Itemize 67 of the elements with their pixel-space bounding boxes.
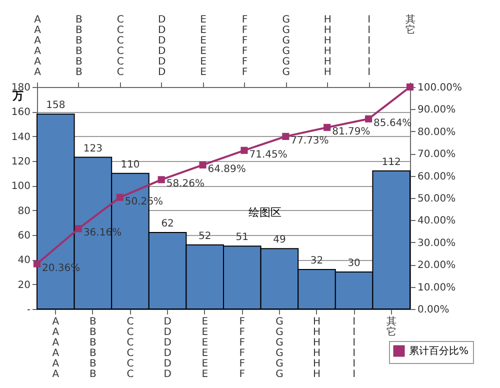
x-tick-label: BBBBBB: [76, 14, 83, 78]
data-label: 110: [120, 159, 140, 170]
data-label: 32: [310, 256, 324, 267]
category-label: FFFFFF: [239, 316, 246, 380]
point: [158, 176, 165, 184]
data-label: 71.45%: [249, 149, 288, 160]
y-axis-title: 万: [12, 90, 24, 102]
point: [324, 124, 331, 131]
data-label: 123: [83, 143, 102, 154]
data-label: 81.79%: [332, 126, 370, 138]
category-label: HHHHHH: [312, 316, 321, 380]
point: [74, 225, 82, 232]
x-tick-label: 其它: [406, 14, 416, 36]
y2-tick-label: 100.00%: [418, 82, 462, 94]
x-tick-label: CCCCCC: [116, 14, 124, 78]
y-tick-label: 140: [11, 132, 30, 143]
y2-tick-label: 80.00%: [418, 126, 456, 138]
x-tick-label: FFFFFF: [242, 14, 248, 78]
y-tick-label: 60: [18, 230, 30, 242]
point: [282, 132, 290, 140]
data-label: 52: [198, 230, 212, 242]
x-tick-label: GGGGGG: [282, 14, 290, 78]
data-label: 112: [382, 156, 401, 168]
data-label: 49: [273, 234, 286, 246]
category-label: BBBBBB: [90, 316, 96, 380]
point: [116, 194, 124, 201]
y-tick-label: 120: [11, 156, 30, 168]
category-label: DDDDDD: [164, 316, 172, 380]
data-label: 51: [236, 232, 249, 244]
category-label: GGGGGG: [276, 316, 284, 380]
y2-tick-label: 90.00%: [418, 104, 456, 116]
data-label: 77.73%: [290, 135, 329, 146]
y2-tick-label: 0.00%: [418, 304, 450, 316]
y-tick-label: 20: [18, 280, 30, 291]
y-tick-label: 80: [18, 206, 30, 217]
y2-tick-label: 50.00%: [418, 194, 456, 204]
x-tick-label: DDDDDD: [158, 14, 166, 78]
y-tick-label: 100: [11, 181, 30, 192]
y-tick-label: 160: [11, 107, 30, 118]
point: [240, 146, 248, 154]
category-label: CCCCCC: [126, 316, 134, 380]
y2-tick-label: 60.00%: [418, 171, 456, 182]
y-tick-label: 40: [18, 255, 30, 266]
category-label: 其它: [386, 316, 396, 338]
x-tick-label: HHHHHH: [324, 14, 332, 78]
point: [199, 161, 206, 168]
annotation: 绘图区: [248, 206, 282, 219]
category-label: AAAAAA: [52, 316, 60, 380]
y2-tick-label: 10.00%: [418, 282, 456, 294]
data-label: 62: [161, 218, 174, 230]
y2-tick-label: 40.00%: [418, 216, 456, 227]
y2-tick-label: 30.00%: [418, 238, 456, 249]
y2-tick-label: 20.00%: [418, 260, 456, 272]
data-label: 64.89%: [208, 164, 246, 175]
y-tick-label: -: [26, 304, 31, 316]
category-label: EEEEEE: [202, 316, 208, 380]
y2-tick-label: 70.00%: [418, 149, 456, 160]
legend-label: 累计百分比%: [409, 345, 469, 357]
category-label: IIIIII: [352, 316, 356, 380]
data-label: 58.26%: [166, 178, 204, 190]
point: [33, 260, 41, 268]
point: [365, 115, 372, 122]
data-label: 158: [46, 100, 66, 112]
x-tick-label: EEEEEE: [200, 14, 206, 78]
data-label: 30: [348, 258, 360, 269]
x-tick-label: IIIIII: [368, 14, 371, 78]
x-tick-label: AAAAAA: [34, 14, 42, 78]
